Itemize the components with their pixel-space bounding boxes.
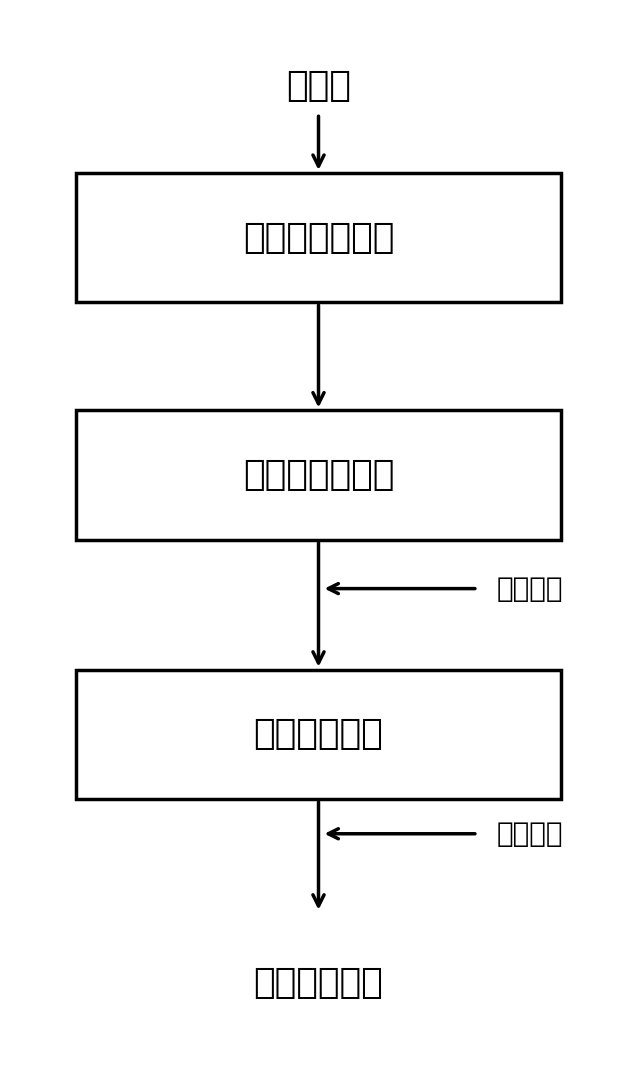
Text: 等离子体反应腔: 等离子体反应腔 <box>243 220 394 255</box>
FancyBboxPatch shape <box>76 670 561 799</box>
Text: 烃类油: 烃类油 <box>286 69 351 104</box>
Text: 通入空气: 通入空气 <box>497 575 563 603</box>
Text: 杂极性烃类油: 杂极性烃类油 <box>254 966 383 1000</box>
Text: 停止通气: 停止通气 <box>497 820 563 848</box>
Text: 等离子体制备: 等离子体制备 <box>254 717 383 752</box>
FancyBboxPatch shape <box>76 173 561 302</box>
Text: 振荡，均匀分布: 振荡，均匀分布 <box>243 458 394 492</box>
FancyBboxPatch shape <box>76 410 561 540</box>
